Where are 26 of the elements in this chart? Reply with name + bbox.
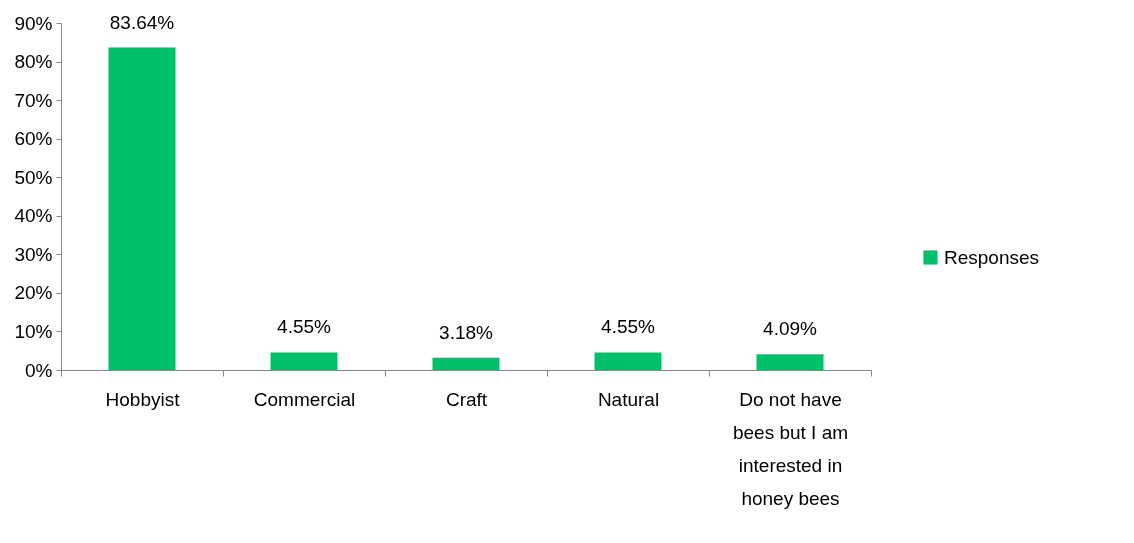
y-tick-label: 60% xyxy=(14,128,53,150)
text: 4.55% xyxy=(601,316,655,338)
bar xyxy=(594,352,662,370)
y-tick-label: 80% xyxy=(14,51,53,73)
y-tick-label: 20% xyxy=(14,282,53,304)
y-tick-label: 10% xyxy=(14,320,53,342)
text: 4.55% xyxy=(277,316,331,338)
y-tick-label: 0% xyxy=(25,359,53,381)
text: 83.64% xyxy=(109,11,175,33)
y-tick-label: 70% xyxy=(14,89,53,111)
y-tick-label: 40% xyxy=(14,205,53,227)
x-tick-label: Natural xyxy=(597,388,660,410)
x-tick-label: Craft xyxy=(445,388,488,410)
x-tick-label: Do not have bees but I am interested in honey bees xyxy=(732,388,849,509)
x-tick-label: Commercial xyxy=(253,388,356,410)
bar xyxy=(756,354,824,370)
text: 3.18% xyxy=(439,321,493,343)
x-tick-label: Hobbyist xyxy=(105,388,181,410)
bar xyxy=(270,352,338,370)
y-tick-label: 30% xyxy=(14,243,53,265)
legend-label: Responses xyxy=(944,246,1040,268)
bar xyxy=(108,47,176,370)
text: 4.09% xyxy=(763,318,817,340)
bar xyxy=(432,357,500,370)
y-tick-label: 50% xyxy=(14,166,53,188)
y-tick-label: 90% xyxy=(14,12,53,34)
